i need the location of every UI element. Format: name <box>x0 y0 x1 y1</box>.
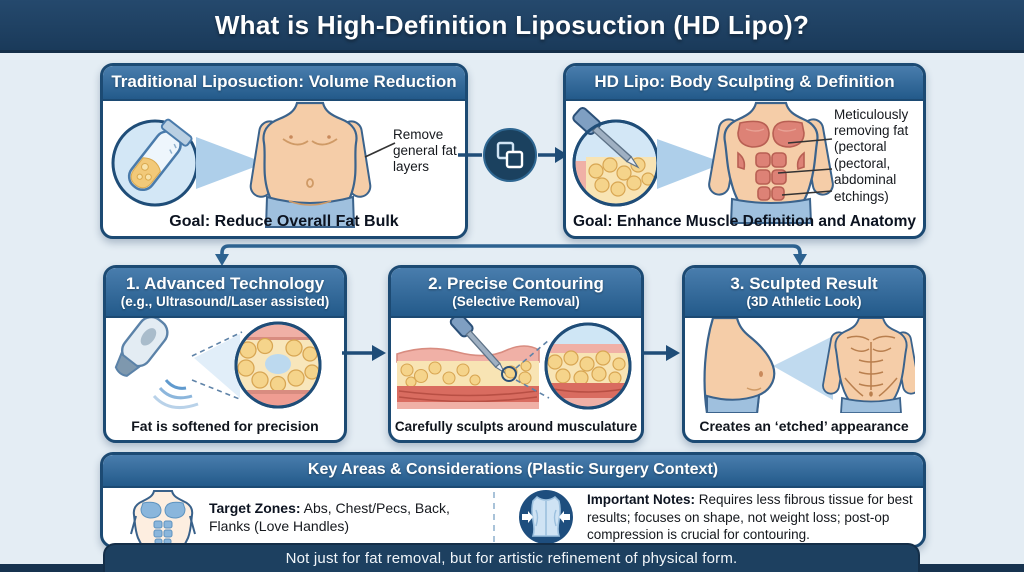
key-areas-body: Target Zones: Abs, Chest/Pecs, Back, Fla… <box>103 488 923 545</box>
hd-annotation: Meticulously removing fat (pectoral (pec… <box>834 106 909 204</box>
step1-to-step2-arrow <box>342 345 386 361</box>
key-areas-title: Key Areas & Considerations (Plastic Surg… <box>307 461 719 478</box>
step2-to-step3-arrow <box>641 345 680 361</box>
target-zones-label: Target Zones: <box>209 500 301 517</box>
step1-header: 1. Advanced Technology (e.g., Ultrasound… <box>106 268 344 319</box>
footer-text: Not just for fat removal, but for artist… <box>285 550 738 567</box>
target-zones-torso-icon <box>130 490 196 545</box>
step3-title: 3. Sculpted Result <box>730 274 878 293</box>
step3-body <box>685 318 923 414</box>
before-after-torso-icon <box>703 318 915 414</box>
overweight-torso-icon <box>249 101 372 228</box>
hd-goal-text: Goal: Enhance Muscle Definition and Anat… <box>572 213 917 230</box>
step2-body <box>391 318 641 413</box>
muscular-torso-icon <box>708 101 834 224</box>
key-areas-header: Key Areas & Considerations (Plastic Surg… <box>103 455 923 489</box>
step1-title: 1. Advanced Technology <box>125 274 325 293</box>
before-belly-profile <box>703 318 776 414</box>
traditional-lipo-panel: Traditional Liposuction: Volume Reductio… <box>100 63 468 239</box>
beam-shape <box>196 136 265 189</box>
after-sculpted-torso <box>822 318 915 414</box>
traditional-annotation: Remove general fat layers <box>393 126 457 175</box>
cannula-tissue-cross-section-icon <box>396 318 632 410</box>
important-notes-section: Important Notes: Requires less fibrous t… <box>495 488 923 545</box>
traditional-panel-body: Remove general fat layers <box>103 101 465 229</box>
step2-panel: 2. Precise Contouring (Selective Removal… <box>388 265 644 443</box>
step2-subtitle: (Selective Removal) <box>452 293 580 309</box>
hd-panel-body: Meticulously removing fat (pectoral (pec… <box>566 101 923 229</box>
important-notes-label: Important Notes: <box>587 492 695 508</box>
microcannula-fat-layer-icon <box>572 101 834 224</box>
step3-subtitle: (3D Athletic Look) <box>746 293 862 309</box>
target-zones-section: Target Zones: Abs, Chest/Pecs, Back, Fla… <box>103 490 493 545</box>
step2-title: 2. Precise Contouring <box>428 274 604 293</box>
compression-garment-icon <box>519 490 573 545</box>
step2-header: 2. Precise Contouring (Selective Removal… <box>391 268 641 319</box>
title-bar: What is High-Definition Liposuction (HD … <box>0 0 1024 53</box>
fat-vial-cannula-icon <box>111 101 396 228</box>
step2-caption: Carefully sculpts around musculature <box>394 419 638 434</box>
annotation-pointer-line <box>364 141 396 158</box>
traditional-panel-title: Traditional Liposuction: Volume Reductio… <box>111 72 457 91</box>
step3-panel: 3. Sculpted Result (3D Athletic Look) <box>682 265 926 443</box>
branch-connector-arrows <box>215 244 807 266</box>
footer-bar: Not just for fat removal, but for artist… <box>103 543 920 572</box>
page-title: What is High-Definition Liposuction (HD … <box>214 9 810 40</box>
ultrasound-probe-icon <box>114 318 322 410</box>
key-areas-panel: Key Areas & Considerations (Plastic Surg… <box>100 452 926 548</box>
beam-shape <box>657 138 724 189</box>
step3-caption: Creates an ‘etched’ appearance <box>699 418 909 434</box>
transform-icon <box>458 128 568 182</box>
step1-body <box>106 318 344 413</box>
target-zones-text: Target Zones: Abs, Chest/Pecs, Back, Fla… <box>209 500 450 535</box>
hd-panel-header: HD Lipo: Body Sculpting & Definition <box>566 66 923 101</box>
traditional-panel-header: Traditional Liposuction: Volume Reductio… <box>103 66 465 101</box>
tissue-cross-section <box>396 345 540 410</box>
annotation-pointer-lines <box>777 137 833 196</box>
step1-caption: Fat is softened for precision <box>131 418 319 434</box>
step3-header: 3. Sculpted Result (3D Athletic Look) <box>685 268 923 319</box>
hd-lipo-panel: HD Lipo: Body Sculpting & Definition <box>563 63 926 239</box>
traditional-goal-text: Goal: Reduce Overall Fat Bulk <box>169 213 399 230</box>
step1-panel: 1. Advanced Technology (e.g., Ultrasound… <box>103 265 347 443</box>
section-divider <box>493 492 495 543</box>
step1-subtitle: (e.g., Ultrasound/Laser assisted) <box>120 293 330 309</box>
important-notes-text: Important Notes: Requires less fibrous t… <box>587 492 913 543</box>
hd-panel-title: HD Lipo: Body Sculpting & Definition <box>594 72 895 91</box>
